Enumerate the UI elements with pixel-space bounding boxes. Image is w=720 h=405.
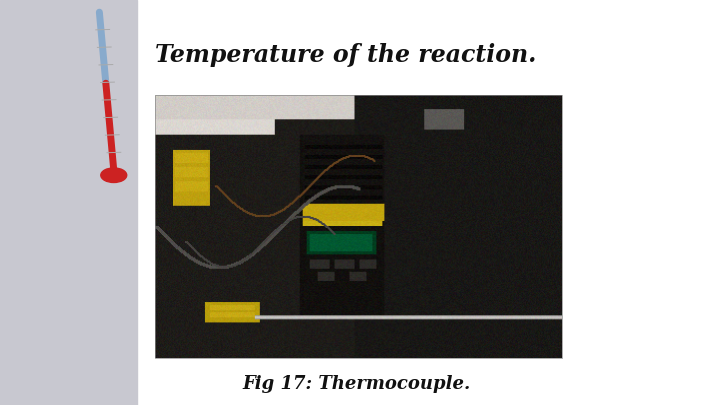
Text: Fig 17: Thermocouple.: Fig 17: Thermocouple. [242,375,471,393]
Bar [155,95,562,358]
Bar [0,0,137,405]
Text: Temperature of the reaction.: Temperature of the reaction. [155,43,536,66]
Circle shape [101,168,127,183]
